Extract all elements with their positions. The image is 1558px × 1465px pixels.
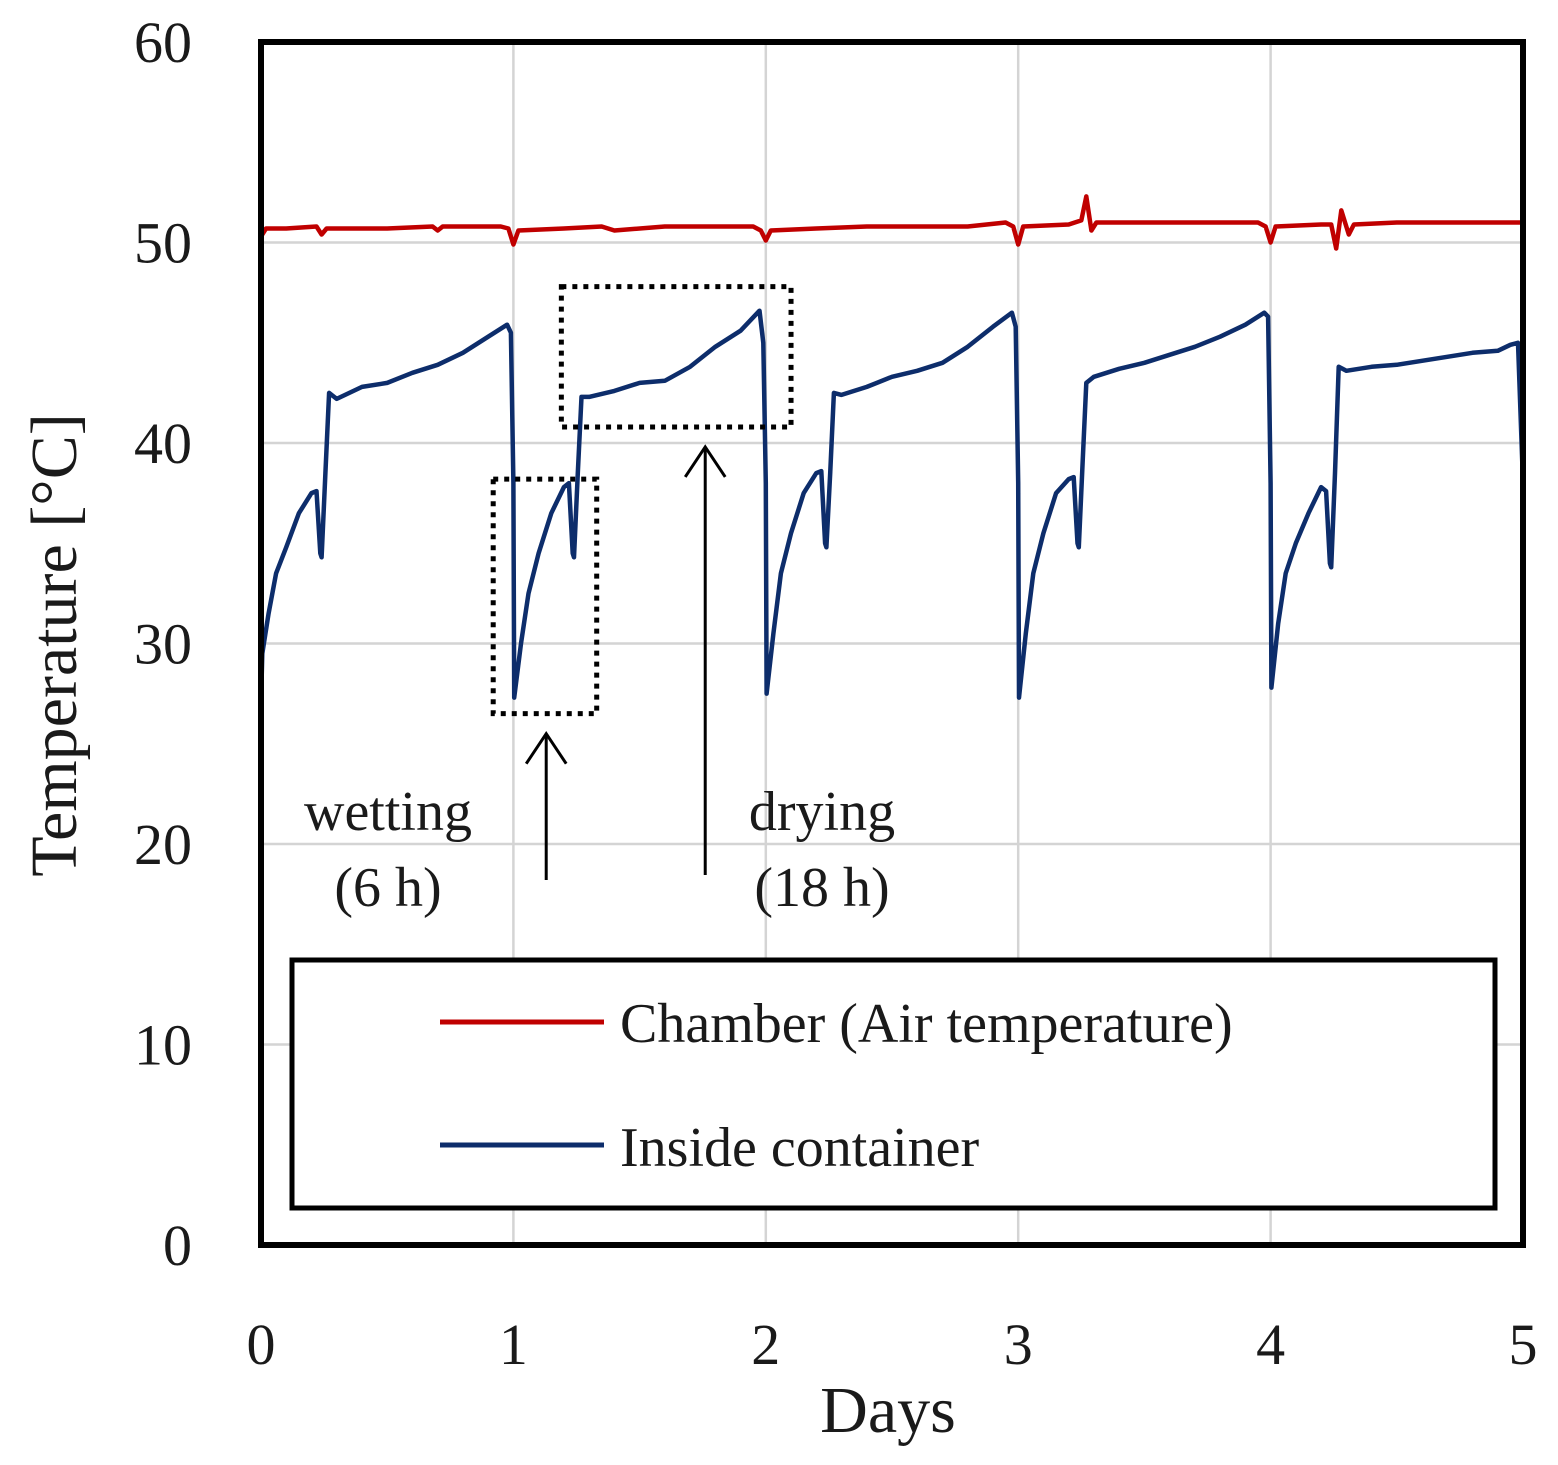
plot-area-frame: [258, 39, 1526, 1248]
x-tick-labels: 0 1 2 3 4 5: [247, 1312, 1538, 1377]
legend-frame: [289, 957, 1498, 1211]
legend: Chamber (Air temperature) Inside contain…: [289, 957, 1498, 1211]
x-tick-label-2: 2: [751, 1312, 780, 1377]
y-tick-label-60: 60: [134, 10, 192, 75]
y-tick-label-10: 10: [134, 1013, 192, 1078]
y-tick-label-30: 30: [134, 612, 192, 677]
y-axis-title: Temperature [°C]: [18, 413, 91, 876]
wetting-arrow-head: [524, 730, 568, 765]
series-line-inside-container: [258, 308, 1526, 706]
series-layer: [258, 194, 1526, 706]
annotations: wetting (6 h) drying (18 h): [304, 284, 895, 919]
y-tick-label-0: 0: [163, 1213, 192, 1278]
y-tick-label-40: 40: [134, 411, 192, 476]
legend-label-inside: Inside container: [620, 1117, 980, 1179]
x-tick-label-3: 3: [1004, 1312, 1033, 1377]
y-tick-label-50: 50: [134, 211, 192, 276]
x-tick-label-5: 5: [1509, 1312, 1538, 1377]
drying-highlight-box: [558, 284, 794, 430]
drying-label-line-2: (18 h): [754, 857, 889, 919]
y-tick-labels: 0 10 20 30 40 50 60: [134, 10, 192, 1278]
x-tick-label-1: 1: [499, 1312, 528, 1377]
x-tick-label-0: 0: [247, 1312, 276, 1377]
wetting-label-line-2: (6 h): [334, 857, 441, 919]
y-tick-label-20: 20: [134, 812, 192, 877]
wetting-highlight-box: [490, 476, 600, 717]
wetting-label-line-1: wetting: [304, 781, 472, 843]
legend-label-chamber: Chamber (Air temperature): [620, 993, 1233, 1055]
x-axis-title: Days: [820, 1374, 956, 1447]
x-tick-label-4: 4: [1256, 1312, 1285, 1377]
series-line-chamber: [258, 194, 1526, 251]
drying-label-line-1: drying: [749, 781, 895, 843]
drying-arrow-head: [683, 444, 727, 478]
